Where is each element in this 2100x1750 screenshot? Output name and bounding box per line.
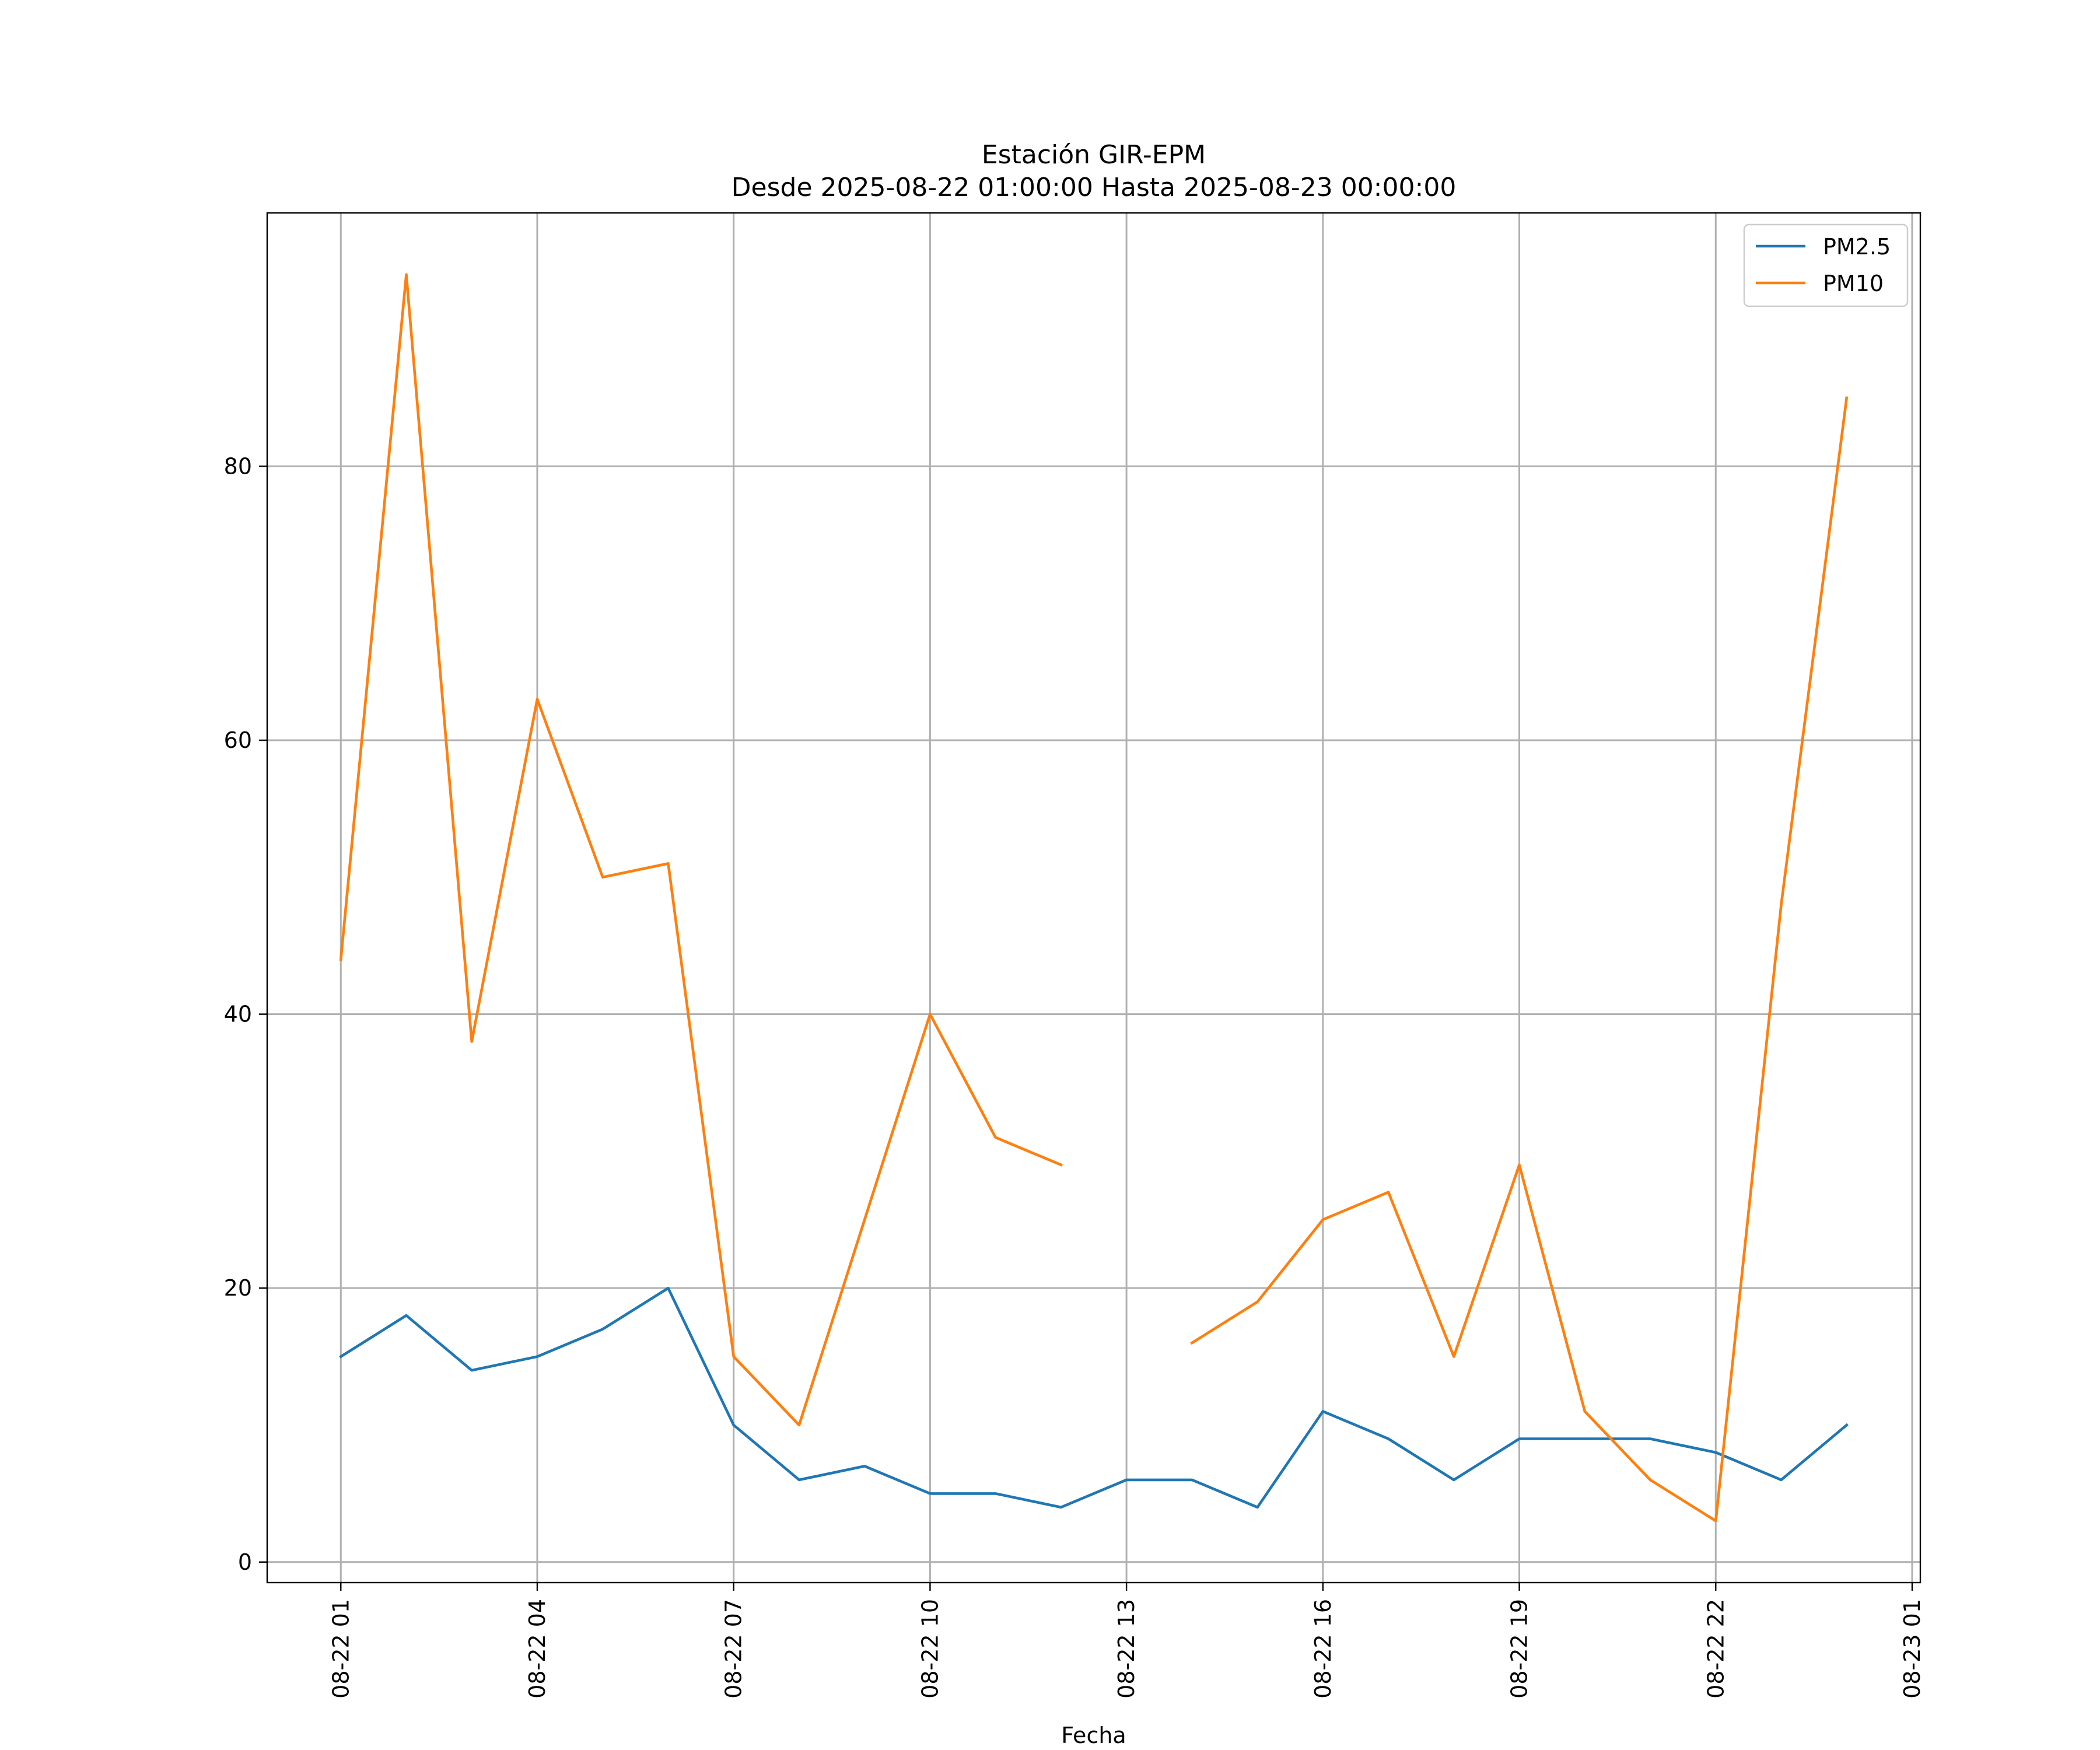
legend-label-pm25: PM2.5: [1823, 234, 1891, 260]
y-tick-label: 80: [224, 453, 252, 479]
legend-label-pm10: PM10: [1823, 271, 1884, 296]
x-tick-label: 08-22 07: [721, 1599, 747, 1699]
y-tick-label: 40: [224, 1002, 252, 1027]
axes-frame: [266, 212, 1922, 1584]
chart-subtitle: Desde 2025-08-22 01:00:00 Hasta 2025-08-…: [732, 173, 1457, 202]
series-layer: [339, 273, 1849, 1522]
grid: [267, 213, 1920, 1583]
y-tick-label: 20: [224, 1275, 252, 1301]
series-pm25: [339, 1286, 1849, 1509]
series-line-pm10: [339, 273, 1063, 1427]
x-tick-label: 08-22 13: [1114, 1599, 1139, 1699]
x-tick-label: 08-22 01: [328, 1599, 354, 1699]
x-tick-label: 08-22 22: [1703, 1599, 1728, 1699]
ticks: 08-22 01 08-22 04 08-22 07 08-22 10 08-22 13…: [224, 453, 1925, 1698]
x-axis-label: Fecha: [1061, 1723, 1126, 1748]
series-line-pm25: [339, 1286, 1849, 1509]
y-tick-label: 60: [224, 727, 252, 753]
series-line-pm10: [1190, 396, 1849, 1522]
y-tick-label: 0: [238, 1549, 252, 1575]
x-tick-label: 08-23 01: [1899, 1599, 1925, 1699]
chart-title: Estación GIR-EPM: [982, 140, 1206, 170]
x-tick-label: 08-22 04: [524, 1599, 550, 1699]
x-tick-label: 08-22 19: [1507, 1599, 1532, 1699]
x-tick-label: 08-22 16: [1310, 1599, 1336, 1699]
legend: PM2.5 PM10: [1743, 223, 1909, 307]
series-pm10: [339, 273, 1849, 1522]
x-tick-label: 08-22 10: [917, 1599, 943, 1699]
